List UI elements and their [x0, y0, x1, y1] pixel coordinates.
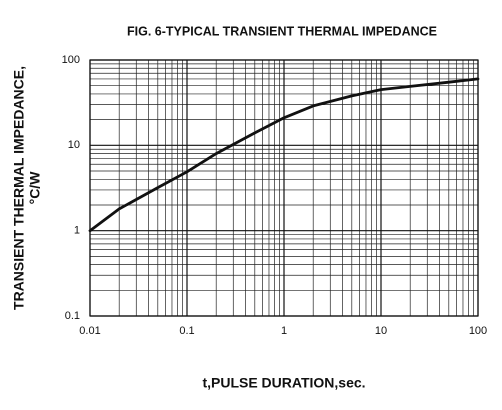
plot-frame	[89, 59, 479, 317]
y-tick-label: 10	[68, 139, 80, 151]
y-tick-label: 100	[62, 54, 80, 66]
x-axis-label: t,PULSE DURATION,sec.	[202, 375, 365, 391]
x-tick-label: 100	[469, 325, 487, 337]
x-tick-label: 1	[281, 325, 287, 337]
data-line	[88, 77, 480, 233]
y-axis-label: TRANSIENT THERMAL IMPEDANCE,	[11, 66, 27, 310]
x-tick-label: 0.1	[179, 325, 194, 337]
chart-title: FIG. 6-TYPICAL TRANSIENT THERMAL IMPEDAN…	[127, 24, 437, 38]
x-tick-label: 10	[375, 325, 387, 337]
y-tick-label: 0.1	[65, 310, 80, 322]
x-tick-label: 0.01	[79, 325, 100, 337]
y-axis-unit: °C/W	[27, 171, 43, 205]
y-tick-label: 1	[74, 225, 80, 237]
